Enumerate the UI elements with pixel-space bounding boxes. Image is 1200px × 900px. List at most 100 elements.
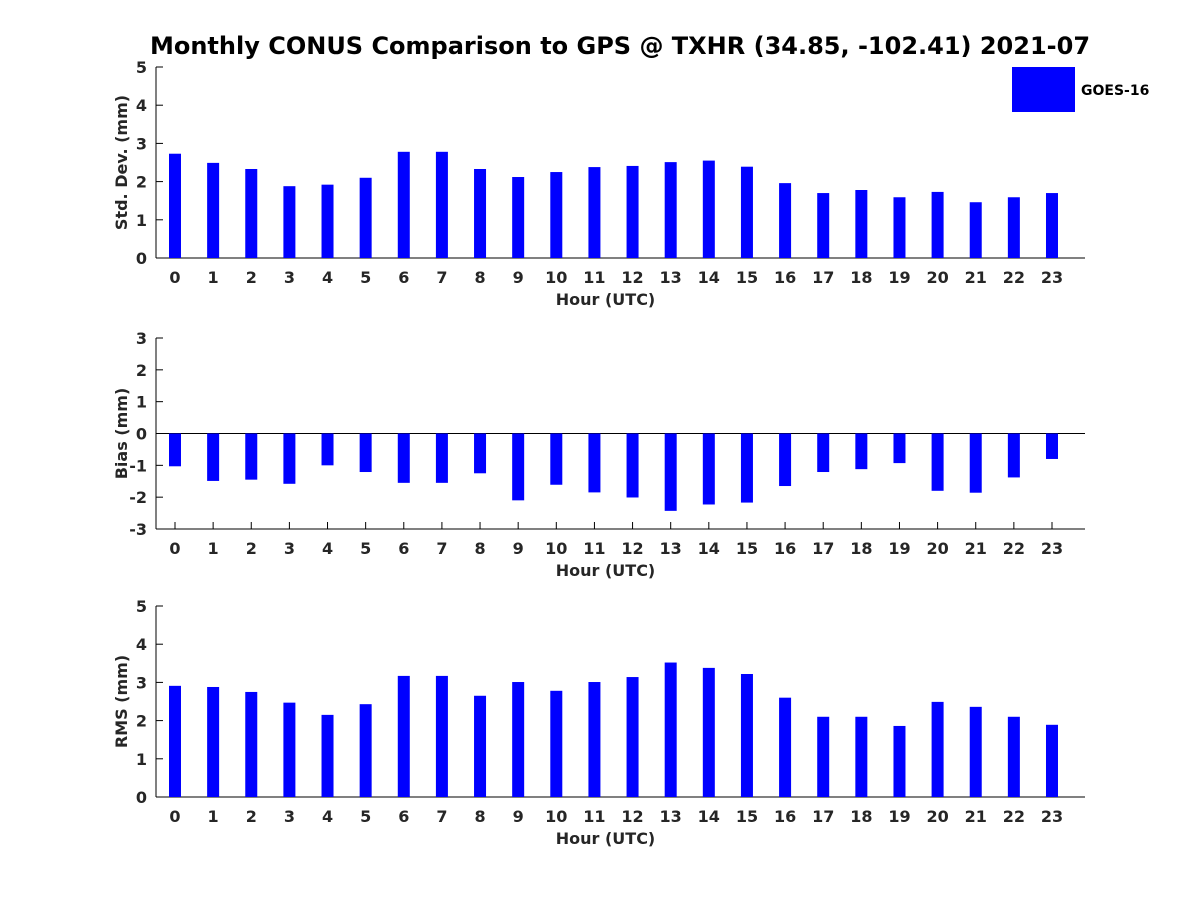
std-dev-bar [550, 172, 563, 258]
std-dev-x-tick-label: 14 [698, 268, 720, 287]
std-dev-x-tick-label: 2 [246, 268, 257, 287]
rms-x-tick-label: 16 [774, 807, 796, 826]
rms-bar [588, 682, 601, 797]
std-dev-bar [931, 191, 944, 258]
bias-x-tick-label: 14 [698, 539, 720, 558]
bias-y-tick-label: 3 [136, 329, 147, 348]
std-dev-bar [626, 165, 639, 258]
bias-x-tick-label: 16 [774, 539, 796, 558]
bias-x-tick-label: 23 [1041, 539, 1063, 558]
std-dev-x-tick-label: 1 [208, 268, 219, 287]
bias-bar [512, 433, 525, 501]
bias-bar [245, 433, 258, 480]
rms-y-tick-label: 5 [136, 597, 147, 616]
std-dev-bar [702, 160, 715, 258]
bias-bar [893, 433, 906, 464]
rms-x-tick-label: 22 [1003, 807, 1025, 826]
bias-bar [702, 433, 715, 505]
bias-bar [1007, 433, 1020, 478]
bias-bar [664, 433, 677, 511]
bias-bar [283, 433, 296, 484]
rms-bar [169, 685, 181, 797]
bias-bar [397, 433, 410, 483]
rms-x-tick-label: 6 [398, 807, 409, 826]
bias-y-axis-label: Bias (mm) [112, 388, 131, 480]
rms-bar [245, 691, 258, 797]
std-dev-bar [207, 162, 220, 258]
bias-bar [1045, 433, 1058, 459]
std-dev-x-tick-label: 22 [1003, 268, 1025, 287]
rms-x-axis-label: Hour (UTC) [556, 829, 656, 848]
bias-x-tick-label: 19 [888, 539, 910, 558]
rms-y-tick-label: 2 [136, 712, 147, 731]
rms-x-tick-label: 11 [583, 807, 605, 826]
rms-x-tick-label: 7 [436, 807, 447, 826]
rms-bar [626, 677, 639, 797]
std-dev-x-tick-label: 15 [736, 268, 758, 287]
std-dev-bar [855, 190, 868, 258]
rms-bar [969, 706, 982, 797]
std-dev-y-tick-label: 3 [136, 134, 147, 153]
std-dev-x-tick-label: 20 [926, 268, 948, 287]
bias-bar [359, 433, 372, 473]
std-dev-bar [588, 167, 601, 258]
bias-bar [435, 433, 448, 483]
bias-y-tick-label: -2 [129, 488, 147, 507]
bias-y-tick-label: 2 [136, 361, 147, 380]
std-dev-x-tick-label: 21 [965, 268, 987, 287]
bias-bar [931, 433, 944, 491]
rms-x-tick-label: 8 [474, 807, 485, 826]
rms-x-tick-label: 9 [513, 807, 524, 826]
std-dev-bar [169, 153, 181, 258]
std-dev-y-axis-label: Std. Dev. (mm) [112, 95, 131, 230]
std-dev-x-tick-label: 18 [850, 268, 872, 287]
bias-x-tick-label: 13 [660, 539, 682, 558]
bias-y-tick-label: -3 [129, 520, 147, 539]
bias-y-tick-label: -1 [129, 456, 147, 475]
std-dev-bar [893, 197, 906, 258]
std-dev-bar [245, 168, 258, 258]
bias-bar [779, 433, 792, 487]
std-dev-y-tick-label: 5 [136, 58, 147, 77]
bias-x-tick-label: 17 [812, 539, 834, 558]
std-dev-bar [969, 202, 982, 258]
std-dev-x-axis-label: Hour (UTC) [556, 290, 656, 309]
rms-bar [359, 704, 372, 797]
std-dev-x-tick-label: 16 [774, 268, 796, 287]
rms-bar [435, 675, 448, 797]
rms-bar [817, 716, 830, 797]
bias-x-tick-label: 6 [398, 539, 409, 558]
rms-bar [855, 716, 868, 797]
rms-bar [1045, 724, 1058, 797]
legend: GOES-16 [1012, 67, 1149, 112]
legend-label: GOES-16 [1081, 83, 1149, 99]
rms-x-tick-label: 10 [545, 807, 567, 826]
std-dev-y-tick-label: 0 [136, 249, 147, 268]
std-dev-x-tick-label: 6 [398, 268, 409, 287]
std-dev-x-tick-label: 12 [621, 268, 643, 287]
std-dev-x-tick-label: 17 [812, 268, 834, 287]
rms-bar [740, 673, 753, 797]
std-dev-y-tick-label: 2 [136, 173, 147, 192]
rms-bar [1007, 716, 1020, 797]
bias-x-tick-label: 12 [621, 539, 643, 558]
rms-bar [207, 686, 220, 797]
std-dev-bar [321, 184, 334, 258]
std-dev-bar [359, 177, 372, 258]
std-dev-x-tick-label: 10 [545, 268, 567, 287]
rms-bar [702, 667, 715, 797]
rms-x-tick-label: 1 [208, 807, 219, 826]
bias-x-tick-label: 5 [360, 539, 371, 558]
rms-bar [893, 725, 906, 797]
rms-x-tick-label: 17 [812, 807, 834, 826]
rms-x-tick-label: 23 [1041, 807, 1063, 826]
rms-x-tick-label: 0 [169, 807, 180, 826]
rms-x-tick-label: 12 [621, 807, 643, 826]
std-dev-bar [474, 168, 487, 258]
bias-y-tick-label: 1 [136, 393, 147, 412]
std-dev-bar [779, 183, 792, 258]
std-dev-x-tick-label: 13 [660, 268, 682, 287]
std-dev-x-tick-label: 5 [360, 268, 371, 287]
rms-x-tick-label: 20 [926, 807, 948, 826]
std-dev-y-tick-label: 1 [136, 211, 147, 230]
